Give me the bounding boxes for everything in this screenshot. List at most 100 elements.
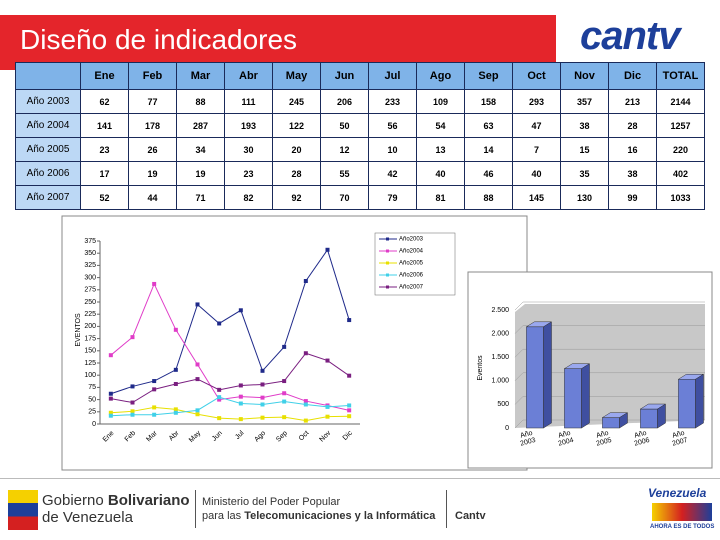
point <box>325 404 330 409</box>
cell: 88 <box>176 89 225 114</box>
x-tick-label: 2004 <box>558 437 575 448</box>
point <box>173 407 178 412</box>
logo: cantv <box>580 14 680 58</box>
point <box>152 387 157 392</box>
cell: 77 <box>128 89 177 114</box>
table: Ene Feb Mar Abr May Jun Jul Ago Sep Oct Nov Dic TOTA… <box>15 62 705 210</box>
y-tick-label: 325 <box>84 262 96 269</box>
grid-line <box>514 419 524 429</box>
series-line <box>110 248 350 395</box>
grid-line <box>514 349 524 358</box>
row-label: Año 2003 <box>15 89 81 114</box>
bar-side <box>581 363 590 429</box>
point <box>217 387 222 392</box>
grid-line <box>514 325 524 334</box>
x-tick-label: Jul <box>234 429 246 441</box>
line-panel <box>61 215 528 471</box>
point <box>130 384 135 389</box>
point <box>238 417 243 422</box>
cell: 2144 <box>656 89 705 114</box>
legend-label: Año2003 <box>399 237 424 243</box>
point <box>282 415 287 420</box>
point <box>303 402 308 407</box>
y-tick-label: 250 <box>84 299 96 306</box>
cell: 52 <box>80 185 129 210</box>
point <box>108 410 113 415</box>
legend-swatch <box>386 249 389 253</box>
y-tick-label: 150 <box>84 348 96 355</box>
y-tick-label: 25 <box>88 409 96 416</box>
point <box>130 409 135 414</box>
cell: 141 <box>80 113 129 138</box>
point <box>260 395 265 400</box>
legend-swatch <box>386 273 389 277</box>
cell: 1033 <box>656 185 705 210</box>
x-tick-label: Año <box>672 430 686 440</box>
divider <box>195 490 196 528</box>
point <box>173 410 178 415</box>
point <box>238 401 243 406</box>
point <box>303 418 308 423</box>
cell: 71 <box>176 185 225 210</box>
x-tick-label: 2005 <box>596 437 613 448</box>
point <box>217 395 222 400</box>
point <box>282 344 287 349</box>
bar <box>640 408 658 429</box>
column-header: TOTAL <box>656 62 705 90</box>
bar-side <box>657 403 666 429</box>
cell: 38 <box>608 161 657 186</box>
header-band <box>0 15 556 70</box>
cell: 158 <box>464 89 513 114</box>
cell: 92 <box>272 185 321 210</box>
legend-label: Año2004 <box>399 249 424 255</box>
cell: 63 <box>464 113 513 138</box>
y-tick-label: 2.000 <box>491 330 509 337</box>
row: Año 2004 141 178 287 193 122 50 56 54 63 47 38 28 125… <box>15 113 705 138</box>
point <box>130 335 135 340</box>
point <box>130 400 135 405</box>
y-tick-label: 1.000 <box>491 378 509 385</box>
row: Año 2007 52 44 71 82 92 70 79 81 88 145 130 99 1033 <box>15 185 705 210</box>
x-tick-label: 2007 <box>672 437 689 448</box>
title: Diseño de indicadores <box>20 24 298 55</box>
series-line <box>110 352 350 404</box>
point <box>108 413 113 418</box>
footer-rule <box>0 478 720 479</box>
ministry-text: Telecomunicaciones y la Informática <box>244 510 436 522</box>
y-tick-label: 175 <box>84 335 96 342</box>
point <box>130 412 135 417</box>
point <box>347 408 352 413</box>
point <box>282 379 287 384</box>
point <box>173 381 178 386</box>
point <box>238 394 243 399</box>
series-line <box>110 396 350 417</box>
cell: 17 <box>80 161 129 186</box>
row: Año 2006 17 19 19 23 28 55 42 40 46 40 35 38 402 <box>15 161 705 186</box>
point <box>282 391 287 396</box>
point <box>152 379 157 384</box>
point <box>108 353 113 358</box>
point <box>217 397 222 402</box>
series-line <box>110 406 350 422</box>
y-tick-label: 50 <box>88 396 96 403</box>
point <box>238 383 243 388</box>
footer: Gobierno Bolivariano de Venezuela Ministe… <box>0 478 720 540</box>
column-header: Nov <box>560 62 609 90</box>
column-header: Ene <box>80 62 129 90</box>
legend-swatch <box>386 285 389 289</box>
cell: 99 <box>608 185 657 210</box>
cell: 15 <box>560 137 609 162</box>
row: Año 2005 23 26 34 30 20 12 10 13 14 7 15 16 220 <box>15 137 705 162</box>
y-tick-label: 125 <box>84 360 96 367</box>
point <box>303 399 308 404</box>
x-tick-label: Año <box>558 430 572 440</box>
row-label: Año 2004 <box>15 113 81 138</box>
y-label: EVENTOS <box>75 313 82 347</box>
grid-line <box>514 396 524 405</box>
point <box>325 247 330 252</box>
point <box>195 302 200 307</box>
bar <box>602 417 620 429</box>
column-header: Ago <box>416 62 465 90</box>
cell: 20 <box>272 137 321 162</box>
